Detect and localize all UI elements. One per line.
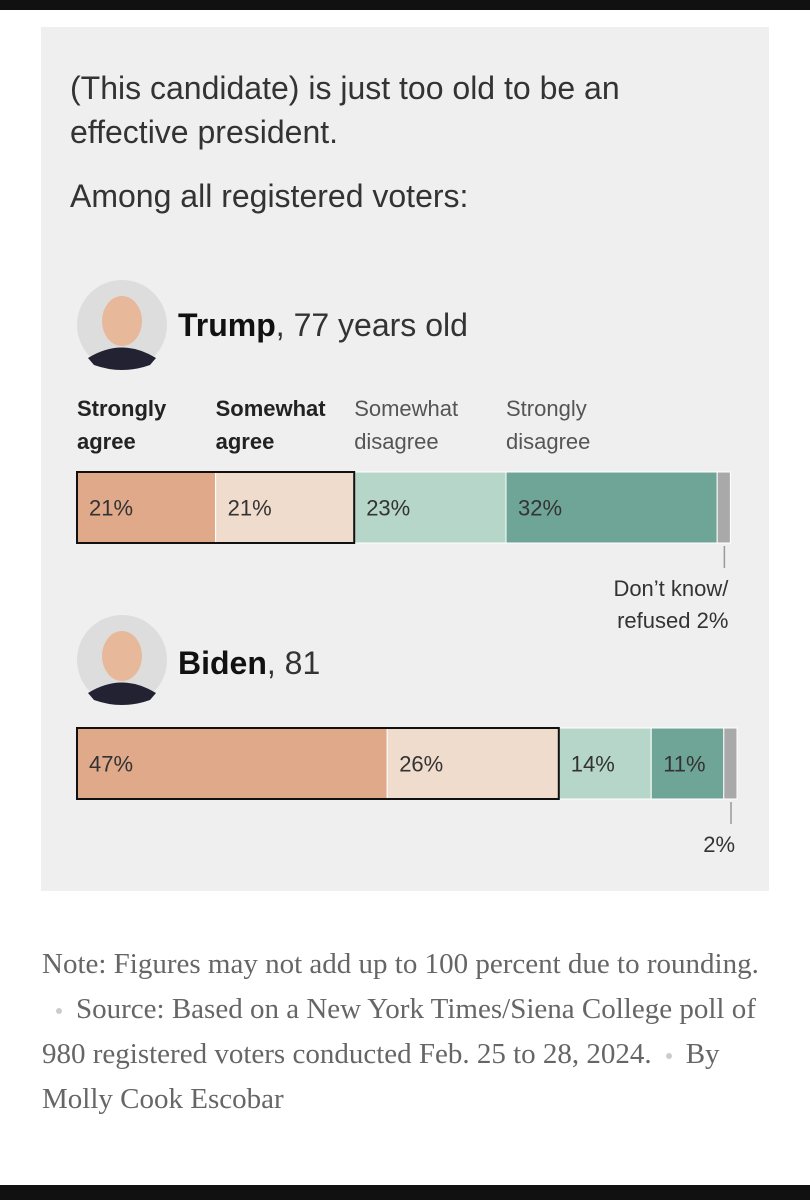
legend-text: Somewhat agree (215, 396, 326, 454)
value-label: 14% (571, 751, 615, 776)
legend-label: Strongly agree (77, 392, 212, 458)
bar-segment (716, 471, 731, 544)
value-label: 23% (366, 495, 410, 520)
avatar-suit (88, 347, 156, 370)
bar-segment (650, 727, 725, 800)
bar-segment (558, 727, 652, 800)
note: Note: Figures may not add up to 100 perc… (42, 948, 759, 980)
value-label: 11% (663, 751, 705, 776)
value-label: 32% (518, 495, 562, 520)
top-bar (0, 0, 810, 10)
separator (56, 1008, 62, 1015)
value-label: 21% (228, 495, 272, 520)
legend-text: Strongly disagree (506, 396, 591, 454)
avatar-suit (88, 682, 156, 705)
annotation-name: Don’t know/ refused (613, 576, 729, 633)
bar-outline (76, 471, 356, 544)
bar-outline (76, 727, 560, 800)
legend-label: Strongly disagree (506, 392, 641, 458)
chart: 21% 21% 23% 32% 47% 26% 14% 11% (76, 280, 738, 824)
footnote: Note: Figures may not add up to 100 perc… (42, 942, 777, 1122)
bar-segment (353, 471, 507, 544)
annotation: 2% (565, 829, 735, 861)
source: Source: Based on a New York Times/Siena … (42, 993, 756, 1070)
value-label: 26% (399, 751, 443, 776)
bar-segment (723, 727, 738, 800)
byline: By Molly Cook Escobar (42, 1038, 720, 1115)
annotation-value: 2% (703, 832, 735, 857)
category-label: Trump, 77 years old (178, 307, 468, 344)
category-label: Biden, 81 (178, 645, 320, 682)
value-label: 47% (89, 751, 133, 776)
value-label: 21% (89, 495, 133, 520)
chart-subtitle: Among all registered voters: (70, 178, 469, 214)
avatar-face (102, 631, 142, 681)
chart-title: (This candidate) is just too old to be a… (70, 70, 620, 150)
separator (665, 1053, 672, 1060)
category-name: Biden (178, 645, 267, 681)
legend-text: Somewhat disagree (354, 396, 459, 454)
legend-text: Strongly agree (77, 396, 167, 454)
legend-label: Somewhat disagree (354, 392, 489, 458)
category-note: , 77 years old (275, 307, 468, 343)
category-note: , 81 (266, 645, 321, 681)
legend-label: Somewhat agree (216, 392, 351, 458)
bottom-bar (0, 1185, 810, 1200)
annotation-value: 2% (696, 608, 729, 633)
category-name: Trump (178, 307, 276, 343)
bar-segment (505, 471, 718, 544)
annotation: Don’t know/ refused 2% (558, 573, 728, 637)
avatar-face (102, 296, 142, 346)
